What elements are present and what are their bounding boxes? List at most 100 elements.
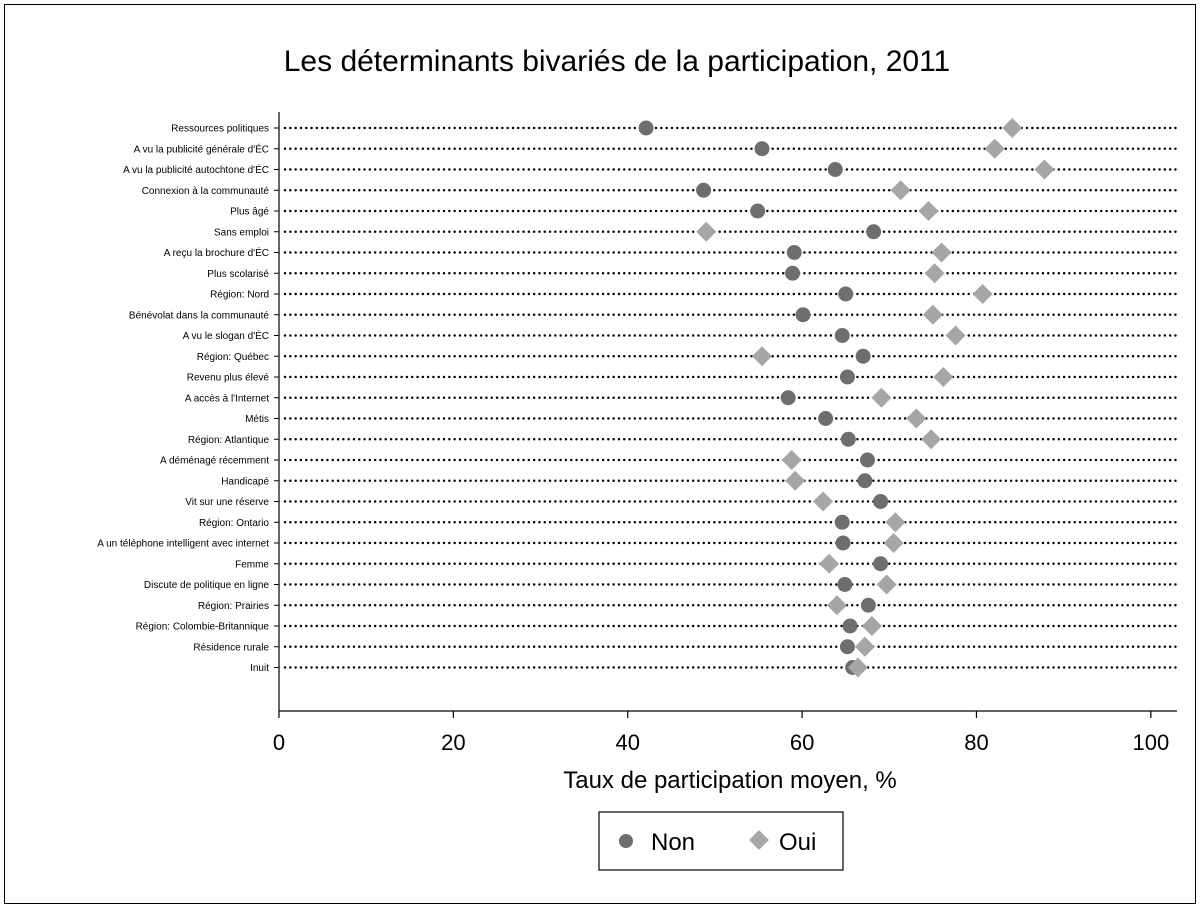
point-oui [696,221,717,242]
point-oui [1002,118,1023,138]
chart-title: Les déterminants bivariés de la particip… [284,45,951,78]
point-non [835,535,851,551]
category-label: Plus scolarisé [207,269,269,280]
point-oui [906,408,927,429]
point-oui [876,574,897,595]
point-oui [921,429,942,450]
x-tick-label: 80 [964,730,988,755]
category-label: Région: Prairies [198,601,269,612]
point-oui [854,636,875,657]
point-non [785,265,801,281]
category-label: Plus âgé [230,207,269,218]
point-oui [847,657,868,678]
point-non [873,556,889,572]
category-label: Résidence rurale [193,642,269,653]
category-labels: Ressources politiques A vu la publicité g… [97,124,269,675]
point-oui [922,304,943,325]
point-oui [785,470,806,491]
x-tick-label: 100 [1132,730,1169,755]
category-label: A vu la publicité générale d'ÉC [134,142,269,155]
point-non [834,328,850,343]
point-oui [933,367,954,387]
category-label: A vu le slogan d'ÉC [183,329,269,342]
point-oui [871,387,892,408]
point-non [780,390,796,406]
point-non [873,494,889,509]
point-non [842,618,858,634]
point-non [827,162,843,177]
point-non [786,245,802,260]
legend-label-oui: Oui [779,829,816,856]
legend-label-non: Non [651,829,695,856]
point-oui [885,512,906,533]
category-label: A accès à l'Internet [185,393,269,404]
point-non [860,597,876,613]
point-oui [819,553,840,574]
category-label: Région: Québec [197,352,269,363]
category-label: Région: Ontario [199,518,269,529]
x-axis: 0 20 40 60 80 100 [273,112,1177,755]
point-non [838,286,854,302]
chart-frame: Les déterminants bivariés de la particip… [4,4,1196,904]
point-non [837,577,853,592]
category-label: Région: Colombie-Britannique [136,622,270,633]
category-label: Région: Atlantique [188,435,270,446]
point-non [839,639,855,655]
category-label: A vu la publicité autochtone d'ÉC [123,163,269,176]
point-oui [924,263,945,284]
point-oui [972,284,993,304]
category-label: A reçu la brochure d'ÉC [164,246,269,259]
point-non [857,473,873,489]
point-oui [813,491,834,512]
point-non [859,452,875,468]
category-label: Handicapé [221,476,269,487]
legend-marker-oui [749,830,769,850]
x-axis-title: Taux de participation moyen, % [563,767,897,794]
category-label: Revenu plus élevé [187,373,270,384]
point-non [696,182,712,198]
legend-marker-non [619,834,633,848]
category-label: Vit sur une réserve [185,497,269,508]
category-label: Métis [245,414,269,425]
x-tick-label: 40 [615,730,639,755]
legend: Non Oui [598,811,844,871]
x-tick-label: 0 [273,730,285,755]
point-oui [861,616,882,636]
point-non [638,120,654,136]
point-oui [1034,159,1055,180]
point-oui [781,450,802,470]
category-label: Femme [235,559,269,570]
point-non [834,514,850,530]
category-label: Ressources politiques [171,124,269,135]
dot-plot-chart: Les déterminants bivariés de la particip… [97,45,1179,871]
data-marks [638,118,1055,678]
point-oui [890,180,911,201]
point-oui [826,595,847,616]
point-oui [984,138,1005,159]
point-non [754,141,770,157]
category-label: Sans emploi [214,227,269,238]
point-oui [752,346,773,367]
point-oui [918,201,939,221]
category-label: Connexion à la communauté [142,186,270,197]
category-label: Discute de politique en ligne [144,580,270,591]
point-non [795,307,811,323]
x-tick-label: 20 [441,730,465,755]
legend-box [598,811,844,871]
category-label: Bénévolat dans la communauté [129,310,270,321]
point-non [866,224,882,240]
grid-lines [283,126,1179,669]
category-label: Région: Nord [210,290,269,301]
point-non [855,348,871,364]
category-label: A un téléphone intelligent avec internet [97,539,269,550]
point-oui [931,242,952,263]
point-oui [945,325,966,346]
point-non [840,431,856,447]
point-non [750,203,766,219]
category-label: A déménagé récemment [160,456,269,467]
point-non [818,411,834,426]
point-oui [883,533,904,553]
category-label: Inuit [250,663,269,674]
x-tick-label: 60 [790,730,814,755]
point-non [839,369,855,385]
